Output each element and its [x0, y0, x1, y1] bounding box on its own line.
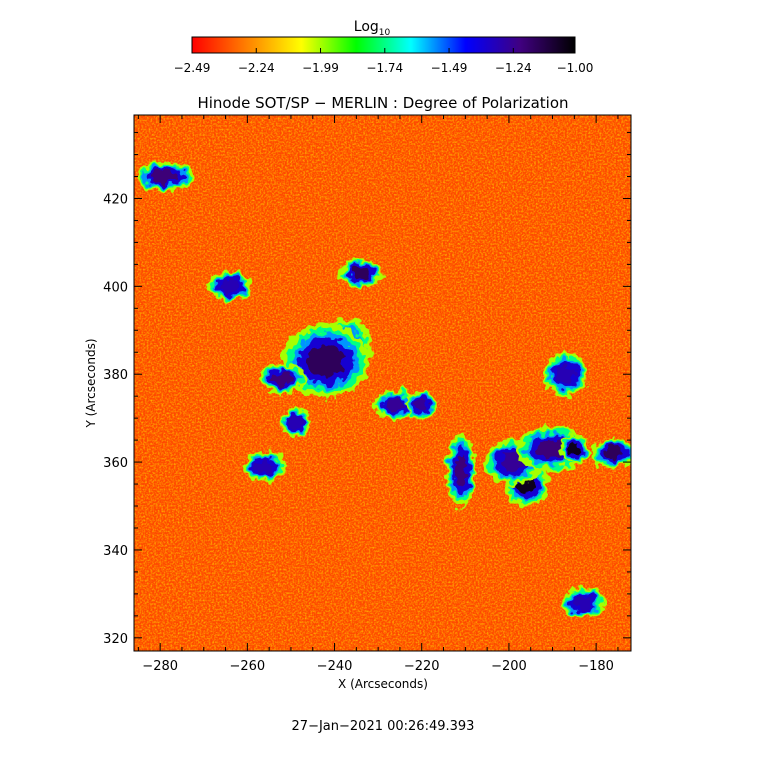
y-tick-label: 380 [103, 368, 128, 383]
heatmap-region [220, 280, 240, 293]
x-tick-label: −240 [317, 659, 353, 674]
x-tick-label: −280 [142, 659, 178, 674]
heatmap-region [568, 442, 581, 456]
colorbar-bar [191, 36, 576, 54]
heatmap-region [386, 398, 405, 412]
y-tick-label: 400 [103, 280, 128, 295]
heatmap-region [351, 267, 370, 280]
y-tick-label: 340 [103, 544, 128, 559]
heatmap-image [134, 115, 631, 651]
colorbar-tick-label: −1.99 [302, 61, 339, 75]
x-axis: −280 −260 −240 −220 −200 −180 [137, 115, 619, 674]
x-tick-label: −200 [491, 659, 527, 674]
timestamp: 27−Jan−2021 00:26:49.393 [292, 719, 475, 734]
heatmap-region [255, 460, 274, 473]
heatmap-region [454, 455, 468, 487]
x-axis-label: X (Arcseconds) [338, 677, 428, 691]
colorbar-tick-label: −1.00 [557, 61, 594, 75]
heatmap-region [537, 439, 568, 459]
plot-frame [133, 114, 632, 652]
colorbar-ticks: −2.49 −2.24 −1.99 −1.74 −1.49 −1.24 −1.00 [174, 48, 594, 75]
y-tick-label: 320 [103, 632, 128, 647]
chart-title: Hinode SOT/SP − MERLIN : Degree of Polar… [197, 94, 568, 112]
y-tick-label: 360 [103, 456, 128, 471]
colorbar-tick-label: −1.24 [495, 61, 532, 75]
heatmap-region [152, 170, 177, 183]
colorbar-tick-label: −1.49 [431, 61, 468, 75]
colorbar-tick-label: −2.24 [238, 61, 275, 75]
colorbar-tick-label: −2.49 [174, 61, 211, 75]
y-tick-label: 420 [103, 192, 128, 207]
y-axis-label: Y (Arcseconds) [84, 338, 98, 428]
heatmap-region [307, 345, 345, 377]
heatmap-region [604, 447, 623, 460]
colorbar: Log10 −2.49 −2.24 −1.99 −1.74 −1.49 −1.24 −1.0… [174, 19, 594, 75]
heatmap-region [573, 596, 593, 609]
heatmap-region [289, 416, 302, 429]
x-tick-label: −260 [229, 659, 265, 674]
heatmap-regions [134, 161, 631, 618]
heatmap-region [273, 372, 292, 385]
colorbar-label: Log10 [354, 19, 391, 38]
y-axis: 320 340 360 380 400 420 [103, 132, 631, 647]
x-tick-label: −220 [404, 659, 440, 674]
x-tick-label: −180 [578, 659, 614, 674]
colorbar-tick-label: −1.74 [366, 61, 403, 75]
heatmap-region [415, 398, 428, 412]
heatmap-region [556, 364, 575, 384]
